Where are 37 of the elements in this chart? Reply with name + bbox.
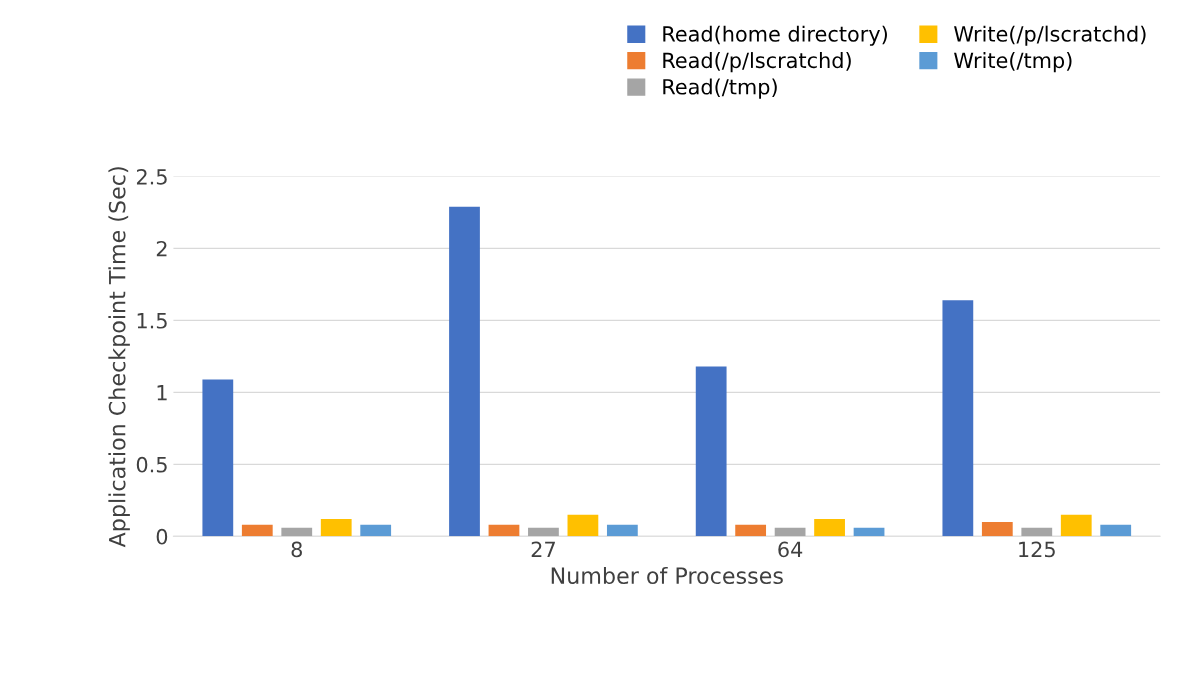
x-tick-label: 125 — [1019, 541, 1055, 558]
legend-label: Write(/tmp) — [954, 52, 1072, 73]
y-tick-label: 1 — [157, 385, 167, 401]
x-tick-label: 64 — [778, 541, 803, 558]
x-axis-title: Number of Processes — [551, 566, 783, 585]
legend-label: Write(/p/lscratchd) — [954, 25, 1146, 46]
y-tick-label: 2.5 — [136, 168, 167, 185]
bar — [814, 519, 845, 537]
legend-label: Read(/tmp) — [663, 78, 777, 99]
legend-label: Read(home directory) — [663, 25, 887, 46]
bar — [981, 521, 1013, 537]
legend-label: Read(/p/lscratchd) — [663, 52, 851, 73]
bar — [774, 527, 806, 537]
bar — [735, 524, 767, 537]
bar — [202, 379, 234, 537]
x-tick-label: 27 — [531, 541, 555, 557]
bar — [1060, 514, 1092, 537]
y-tick-label: 1.5 — [137, 313, 167, 329]
bar — [695, 366, 727, 537]
y-tick-label: 2 — [156, 240, 167, 257]
bar — [241, 524, 273, 537]
bar — [360, 524, 392, 537]
bar — [567, 514, 599, 537]
bar — [320, 519, 352, 537]
y-axis-title: Application Checkpoint Time (Sec) — [108, 167, 130, 548]
bar — [1021, 527, 1053, 537]
bar — [606, 524, 638, 537]
bar — [1100, 524, 1132, 537]
y-tick-label: 0 — [156, 528, 168, 545]
bar — [942, 300, 974, 537]
bar — [449, 206, 480, 537]
bar — [488, 524, 520, 537]
bar — [853, 527, 885, 537]
bar — [528, 527, 559, 537]
bar — [281, 527, 313, 537]
x-tick-label: 8 — [291, 541, 302, 558]
y-tick-label: 0.5 — [136, 456, 167, 473]
